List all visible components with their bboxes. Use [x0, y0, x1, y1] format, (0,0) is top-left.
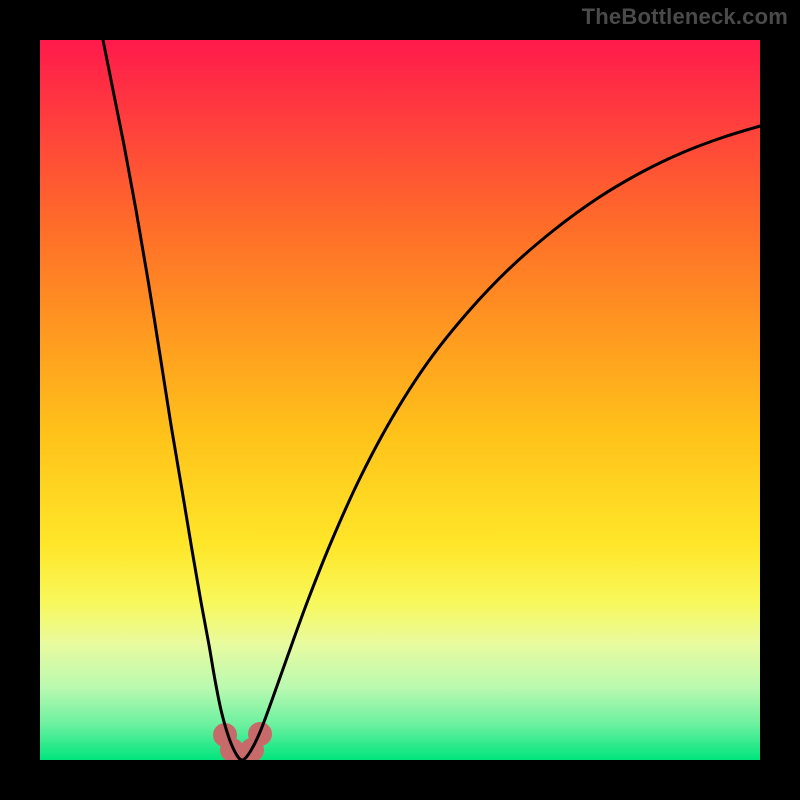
- curve-layer: [40, 40, 760, 760]
- chart-frame: TheBottleneck.com: [0, 0, 800, 800]
- bottleneck-curve: [103, 40, 760, 760]
- plot-area: [40, 40, 760, 760]
- attribution-watermark: TheBottleneck.com: [582, 4, 788, 30]
